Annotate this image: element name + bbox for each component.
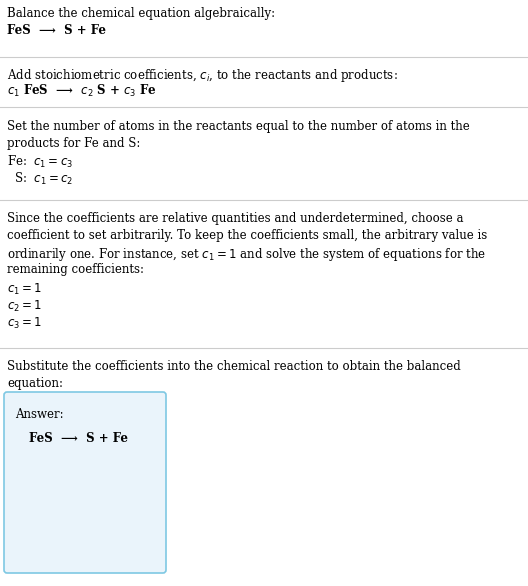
Text: Add stoichiometric coefficients, $c_i$, to the reactants and products:: Add stoichiometric coefficients, $c_i$, … [7, 67, 398, 84]
Text: Since the coefficients are relative quantities and underdetermined, choose a: Since the coefficients are relative quan… [7, 212, 464, 225]
Text: $c_2 = 1$: $c_2 = 1$ [7, 299, 42, 314]
Text: Fe:  $c_1 = c_3$: Fe: $c_1 = c_3$ [7, 154, 73, 170]
FancyBboxPatch shape [4, 392, 166, 573]
Text: coefficient to set arbitrarily. To keep the coefficients small, the arbitrary va: coefficient to set arbitrarily. To keep … [7, 229, 487, 242]
Text: $c_1 = 1$: $c_1 = 1$ [7, 282, 42, 297]
Text: Answer:: Answer: [15, 408, 64, 421]
Text: Substitute the coefficients into the chemical reaction to obtain the balanced: Substitute the coefficients into the che… [7, 360, 461, 373]
Text: products for Fe and S:: products for Fe and S: [7, 137, 140, 150]
Text: FeS  ⟶  S + Fe: FeS ⟶ S + Fe [29, 432, 128, 445]
Text: $c_3 = 1$: $c_3 = 1$ [7, 316, 42, 331]
Text: Set the number of atoms in the reactants equal to the number of atoms in the: Set the number of atoms in the reactants… [7, 120, 470, 133]
Text: S:  $c_1 = c_2$: S: $c_1 = c_2$ [7, 171, 73, 187]
Text: remaining coefficients:: remaining coefficients: [7, 263, 144, 276]
Text: $c_1$ FeS  ⟶  $c_2$ S + $c_3$ Fe: $c_1$ FeS ⟶ $c_2$ S + $c_3$ Fe [7, 83, 157, 99]
Text: ordinarily one. For instance, set $c_1 = 1$ and solve the system of equations fo: ordinarily one. For instance, set $c_1 =… [7, 246, 486, 263]
Text: Balance the chemical equation algebraically:: Balance the chemical equation algebraica… [7, 7, 275, 20]
Text: FeS  ⟶  S + Fe: FeS ⟶ S + Fe [7, 24, 106, 37]
Text: equation:: equation: [7, 377, 63, 390]
